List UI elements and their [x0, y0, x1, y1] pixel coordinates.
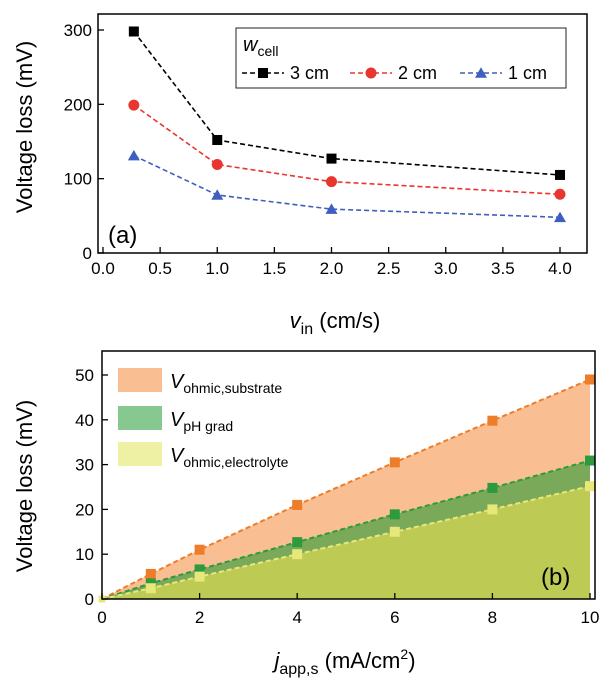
- panel-b-legend-swatch: [118, 368, 162, 392]
- panel-b-y-tick-label: 0: [85, 590, 94, 609]
- panel-b-data-point: [487, 415, 498, 426]
- panel-a-x-tick-label: 2.5: [377, 259, 401, 278]
- panel-a-data-point: [326, 153, 337, 164]
- panel-b-data-point: [585, 455, 595, 466]
- panel-b-data-point: [292, 537, 303, 548]
- panel-b-x-tick-label: 8: [488, 608, 497, 627]
- panel-a-plot-frame: [97, 13, 588, 254]
- panel-a-x-tick-label: 3.0: [434, 259, 458, 278]
- panel-b-data-point: [487, 504, 498, 515]
- panel-a-data-point: [128, 26, 139, 37]
- panel-b-y-tick-label: 40: [75, 411, 94, 430]
- panel-b-legend-label: Vohmic,electrolyte: [170, 445, 289, 470]
- panel-b-y-tick-label: 50: [75, 366, 94, 385]
- panel-a-x-tick-label: 1.0: [205, 259, 229, 278]
- panel-b-y-tick-label: 10: [75, 545, 94, 564]
- panel-b-legend: Vohmic,substrate VpH grad Vohmic,electroly…: [118, 368, 289, 470]
- panel-a-legend-label: 3 cm: [290, 63, 329, 83]
- panel-a-data-point: [555, 169, 565, 180]
- panel-a-x-tick-label: 1.5: [263, 259, 287, 278]
- panel-b-x-tick-label: 0: [97, 608, 106, 627]
- panel-b-legend-label: VpH grad: [170, 409, 233, 434]
- panel-b-x-tick-label: 4: [292, 608, 301, 627]
- panel-b-data-point: [389, 526, 400, 537]
- panel-b-data-point: [194, 564, 205, 575]
- panel-a-legend-label: 1 cm: [508, 63, 547, 83]
- panel-b-x-tick-label: 6: [390, 608, 399, 627]
- panel-a-legend-marker: [258, 68, 268, 78]
- panel-b-legend-label: Vohmic,substrate: [170, 371, 282, 396]
- panel-a-legend: wcell 3 cm 2 cm 1 cm: [235, 27, 567, 89]
- panel-a-data-point: [326, 176, 337, 188]
- panel-b-y-axis-title: Voltage loss (mV): [12, 400, 37, 572]
- panel-a-y-tick-label: 0: [83, 244, 92, 263]
- panel-a-x-axis-title: vin (cm/s): [290, 308, 381, 338]
- panel-a-y-axis-title: Voltage loss (mV): [12, 41, 37, 213]
- panel-b-data-point: [145, 568, 156, 579]
- panel-b-legend-swatch: [118, 406, 162, 430]
- panel-b-data-point: [194, 544, 205, 555]
- panel-a-data-point: [554, 211, 566, 223]
- panel-a-legend-title: wcell: [243, 34, 278, 59]
- panel-a-y-tick-label: 100: [64, 170, 92, 189]
- panel-b-y-tick-label: 30: [75, 456, 94, 475]
- panel-a-legend-marker: [365, 67, 377, 79]
- panel-b-x-axis-title: japp,s (mA/cm2): [271, 646, 415, 678]
- panel-b-data-point: [194, 571, 205, 582]
- panel-a-y-tick-label: 200: [64, 95, 92, 114]
- panel-a-x-tick-label: 3.5: [491, 259, 515, 278]
- panel-b-x-tick-label: 2: [195, 608, 204, 627]
- panel-a-x-tick-label: 4.0: [548, 259, 572, 278]
- panel-b-data-point: [585, 374, 595, 385]
- panel-b-data-point: [145, 583, 156, 594]
- panel-a-x-tick-label: 0.5: [148, 259, 172, 278]
- panel-a-data-point: [554, 188, 566, 200]
- panel-a-data-point: [127, 149, 140, 161]
- panel-b-data-point: [487, 482, 498, 493]
- panel-b-y-tick-label: 20: [75, 500, 94, 519]
- panel-b-data-point: [292, 499, 303, 510]
- panel-b-data-point: [389, 457, 400, 468]
- panel-b-area-electrolyte: [102, 486, 590, 599]
- panel-a-series-line: [133, 30, 561, 176]
- panel-b-data-point: [389, 509, 400, 520]
- panel-b-x-tick-label: 10: [581, 608, 600, 627]
- panel-b-data-point: [585, 481, 595, 492]
- panel-b: Voltage loss (mV) japp,s (mA/cm2) 0 2 4 6 8 1…: [12, 350, 600, 678]
- panel-a-data-point: [211, 189, 224, 200]
- panel-b-label: (b): [541, 564, 570, 591]
- panel-a-x-tick-label: 0.0: [91, 259, 115, 278]
- panel-b-legend-swatch: [118, 442, 162, 466]
- panel-a-data-point: [128, 99, 140, 111]
- panel-a-label: (a): [108, 222, 137, 249]
- panel-a-series-line: [133, 104, 561, 196]
- panel-a-series-line: [133, 154, 561, 219]
- panel-a-legend-marker: [475, 67, 487, 78]
- panel-a-x-tick-label: 2.0: [320, 259, 344, 278]
- panel-a-legend-box: [235, 27, 567, 89]
- panel-a-data-point: [212, 135, 223, 146]
- panel-b-data-point: [292, 549, 303, 560]
- panel-a-y-tick-label: 300: [64, 21, 92, 40]
- panel-a-legend-label: 2 cm: [398, 63, 437, 83]
- panel-a-data-point: [325, 203, 338, 214]
- panel-b-plot-frame: [101, 350, 596, 600]
- panel-a: Voltage loss (mV) vin (cm/s) 0.0 0.5 1.0 1.…: [12, 13, 588, 338]
- panel-a-data-point: [211, 159, 223, 171]
